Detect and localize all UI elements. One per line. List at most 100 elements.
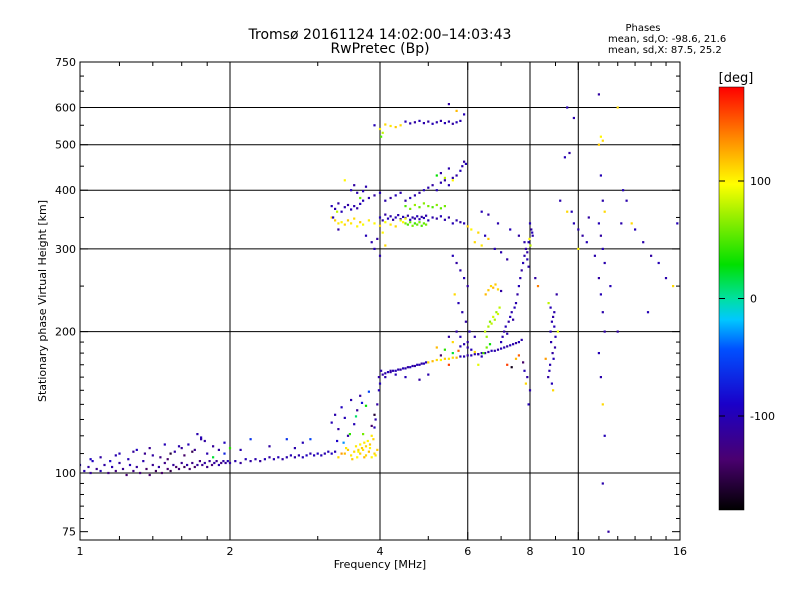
data-point	[544, 357, 547, 360]
data-point	[507, 320, 510, 323]
colorbar-ticks: 100 0 -100	[719, 175, 775, 423]
data-point	[305, 454, 308, 457]
data-point	[455, 109, 458, 112]
data-point	[356, 409, 359, 412]
data-point	[473, 335, 476, 338]
data-point	[193, 465, 196, 469]
data-point	[527, 265, 530, 268]
data-point	[563, 156, 566, 159]
data-point	[634, 228, 637, 231]
data-point	[356, 191, 359, 194]
data-point	[422, 222, 425, 225]
data-point	[89, 471, 92, 475]
data-point	[496, 222, 500, 225]
data-point	[143, 452, 146, 455]
data-point	[581, 234, 584, 237]
phases-header: Phases	[625, 23, 660, 34]
data-point	[384, 123, 387, 126]
data-point	[473, 350, 476, 354]
data-point	[501, 335, 504, 338]
x-tick-label: 1	[77, 545, 84, 558]
data-point	[404, 120, 407, 123]
data-point	[212, 456, 215, 459]
data-point	[373, 124, 376, 127]
data-point	[397, 214, 400, 217]
data-point	[249, 438, 252, 441]
data-point	[200, 436, 203, 439]
data-point	[392, 369, 395, 372]
data-point	[506, 258, 509, 261]
data-point	[466, 346, 469, 349]
data-point	[657, 261, 660, 265]
data-point	[459, 119, 462, 122]
data-point	[487, 350, 490, 354]
data-point	[337, 228, 340, 231]
data-point	[529, 244, 532, 247]
data-point	[373, 222, 376, 225]
data-point	[118, 461, 121, 465]
data-point	[409, 207, 412, 210]
data-point	[487, 237, 490, 240]
data-point	[451, 179, 454, 182]
data-point	[411, 224, 414, 227]
data-point	[111, 465, 114, 469]
y-tick-label: 100	[55, 467, 76, 480]
data-point	[425, 361, 428, 364]
data-point	[599, 376, 602, 379]
data-point	[91, 460, 94, 463]
data-point	[135, 448, 138, 451]
data-point	[186, 463, 189, 467]
data-point	[473, 353, 476, 356]
data-point	[439, 354, 442, 357]
data-point	[566, 210, 569, 213]
data-point	[411, 364, 414, 368]
x-tick-label: 8	[527, 545, 534, 558]
data-point	[83, 469, 86, 473]
data-point	[577, 247, 580, 250]
data-point	[601, 482, 604, 485]
data-point	[368, 447, 372, 450]
data-point	[370, 456, 373, 459]
data-point	[373, 247, 376, 250]
data-point	[343, 416, 346, 419]
data-point	[353, 184, 356, 187]
data-point	[461, 165, 464, 168]
data-point	[526, 251, 529, 254]
data-point	[394, 225, 397, 228]
data-point	[392, 218, 395, 221]
data-point	[463, 113, 466, 116]
data-point	[272, 458, 275, 461]
data-point	[316, 452, 319, 455]
data-point	[80, 463, 82, 467]
data-point	[425, 223, 428, 226]
data-point	[346, 434, 350, 437]
data-point	[504, 325, 507, 328]
data-point	[309, 438, 312, 441]
data-point	[463, 343, 466, 346]
data-point	[346, 219, 350, 222]
data-point	[409, 221, 412, 224]
colorbar-tick-label: 0	[750, 293, 757, 306]
chart-title: Tromsø 20161124 14:02:00–14:03:43	[248, 27, 512, 43]
data-point	[125, 473, 128, 477]
data-point	[359, 202, 362, 205]
data-point	[409, 366, 412, 369]
data-point	[353, 205, 356, 208]
data-point	[468, 330, 471, 333]
data-point	[447, 103, 450, 106]
data-point	[601, 403, 604, 406]
data-point	[228, 447, 232, 450]
data-point	[402, 215, 405, 218]
data-point	[114, 469, 117, 473]
data-point	[397, 368, 400, 371]
data-point	[418, 218, 421, 221]
data-point	[500, 289, 503, 293]
data-point	[522, 261, 525, 265]
data-point	[399, 368, 402, 371]
data-point	[293, 447, 296, 450]
data-point	[367, 390, 370, 393]
data-point	[206, 465, 209, 469]
y-tick-label: 400	[55, 184, 76, 197]
data-point	[528, 237, 531, 240]
data-point	[157, 465, 160, 469]
